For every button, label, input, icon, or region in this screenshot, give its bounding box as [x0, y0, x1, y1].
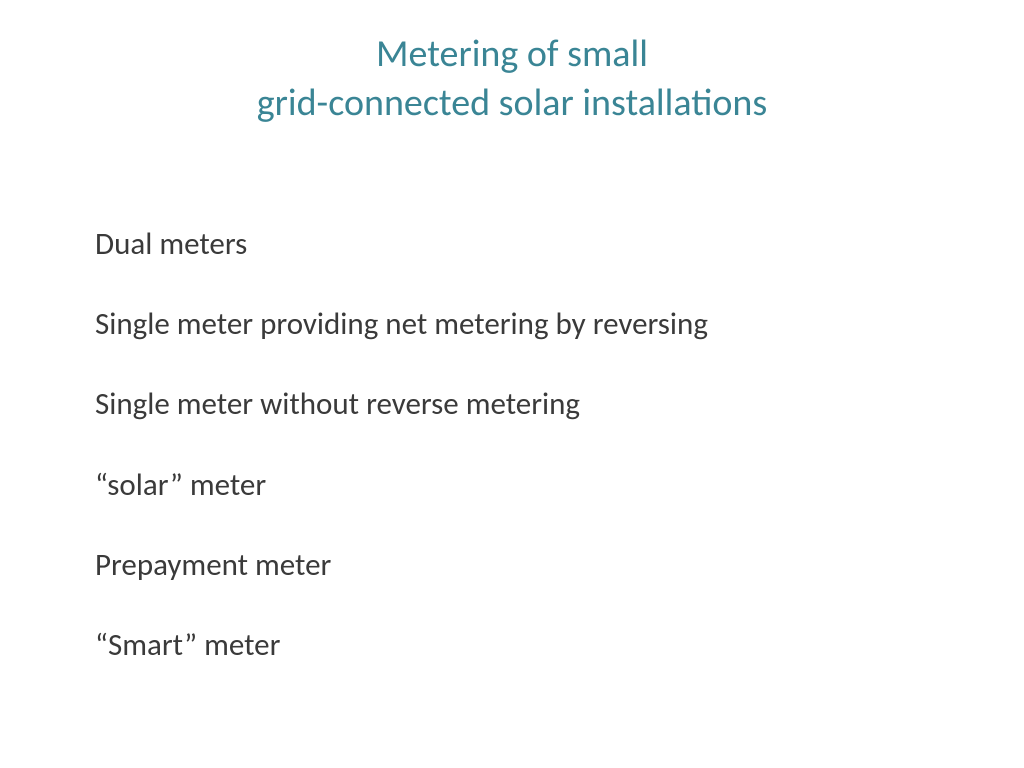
title-line-1: Metering of small	[376, 31, 648, 77]
content-area: Dual meters Single meter providing net m…	[75, 224, 949, 666]
list-item: Single meter providing net metering by r…	[95, 304, 949, 344]
title-line-2: grid-connected solar installations	[257, 80, 768, 126]
list-item: Prepayment meter	[95, 545, 949, 585]
list-item: “solar” meter	[95, 465, 949, 505]
list-item: Single meter without reverse metering	[95, 384, 949, 424]
slide-container: Metering of small grid-connected solar i…	[0, 0, 1024, 768]
list-item: Dual meters	[95, 224, 949, 264]
list-item: “Smart” meter	[95, 625, 949, 665]
slide-title: Metering of small grid-connected solar i…	[75, 30, 949, 129]
